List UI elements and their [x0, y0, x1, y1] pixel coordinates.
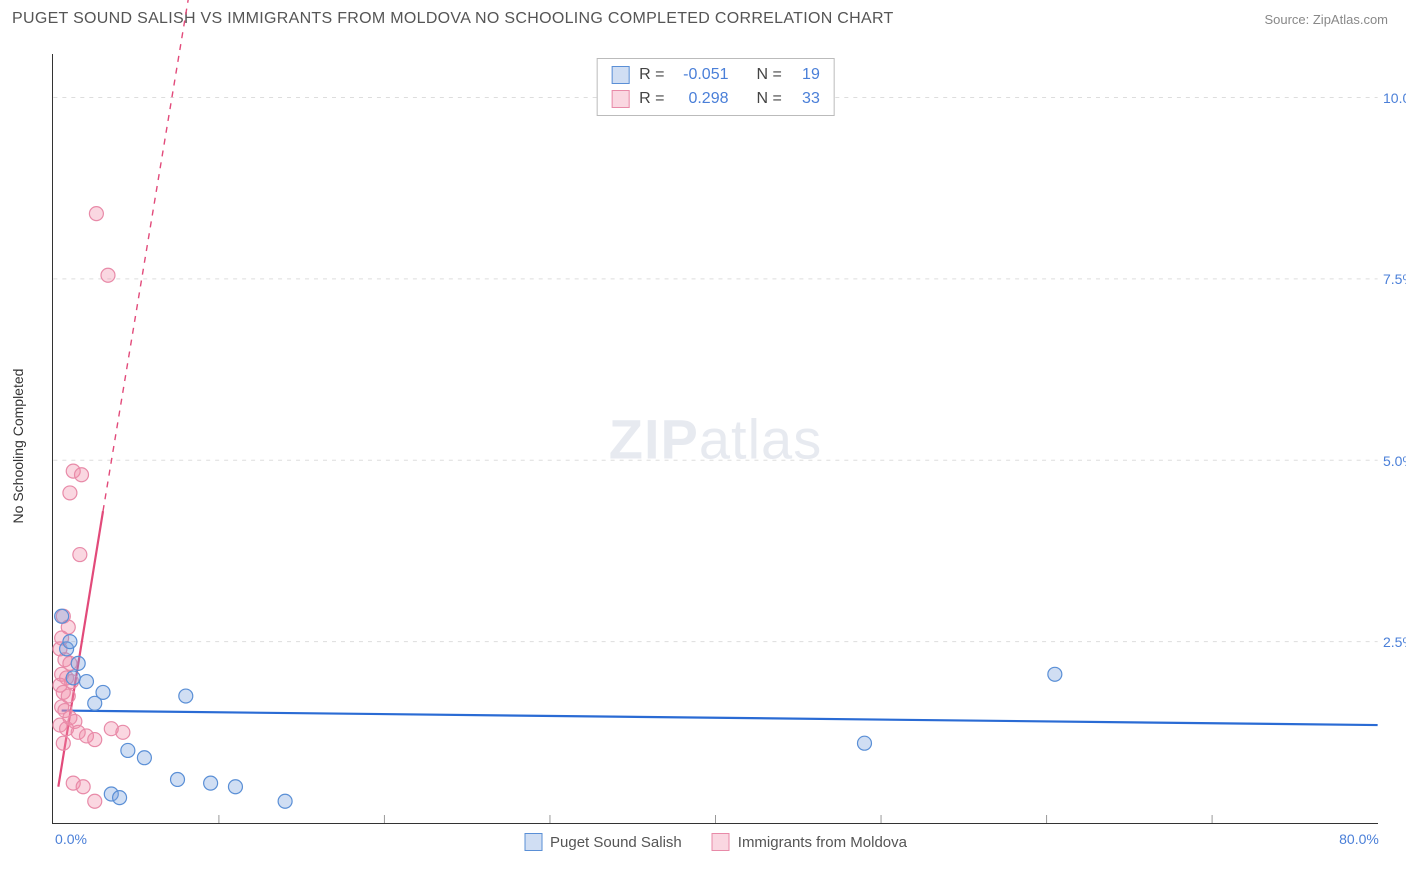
bottom-legend: Puget Sound Salish Immigrants from Moldo…	[524, 833, 907, 851]
legend-swatch-a	[524, 833, 542, 851]
x-tick-label: 80.0%	[1339, 831, 1379, 847]
y-tick-label: 7.5%	[1383, 271, 1406, 287]
scatter-plot-svg	[53, 54, 1378, 823]
stats-row-series-a: R = -0.051 N = 19	[611, 63, 820, 87]
y-tick-label: 10.0%	[1383, 90, 1406, 106]
y-tick-label: 2.5%	[1383, 634, 1406, 650]
chart-title: PUGET SOUND SALISH VS IMMIGRANTS FROM MO…	[12, 10, 894, 28]
legend-swatch-b	[712, 833, 730, 851]
legend-item-series-a: Puget Sound Salish	[524, 833, 682, 851]
swatch-series-a	[611, 66, 629, 84]
x-tick-label: 0.0%	[55, 831, 87, 847]
stats-row-series-b: R = 0.298 N = 33	[611, 87, 820, 111]
y-tick-label: 5.0%	[1383, 453, 1406, 469]
legend-item-series-b: Immigrants from Moldova	[712, 833, 907, 851]
source-attribution: Source: ZipAtlas.com	[1264, 12, 1388, 27]
chart-plot-area: ZIPatlas R = -0.051 N = 19 R = 0.298 N =…	[52, 54, 1378, 824]
y-axis-label: No Schooling Completed	[10, 369, 26, 524]
swatch-series-b	[611, 90, 629, 108]
stats-legend-box: R = -0.051 N = 19 R = 0.298 N = 33	[596, 58, 835, 116]
